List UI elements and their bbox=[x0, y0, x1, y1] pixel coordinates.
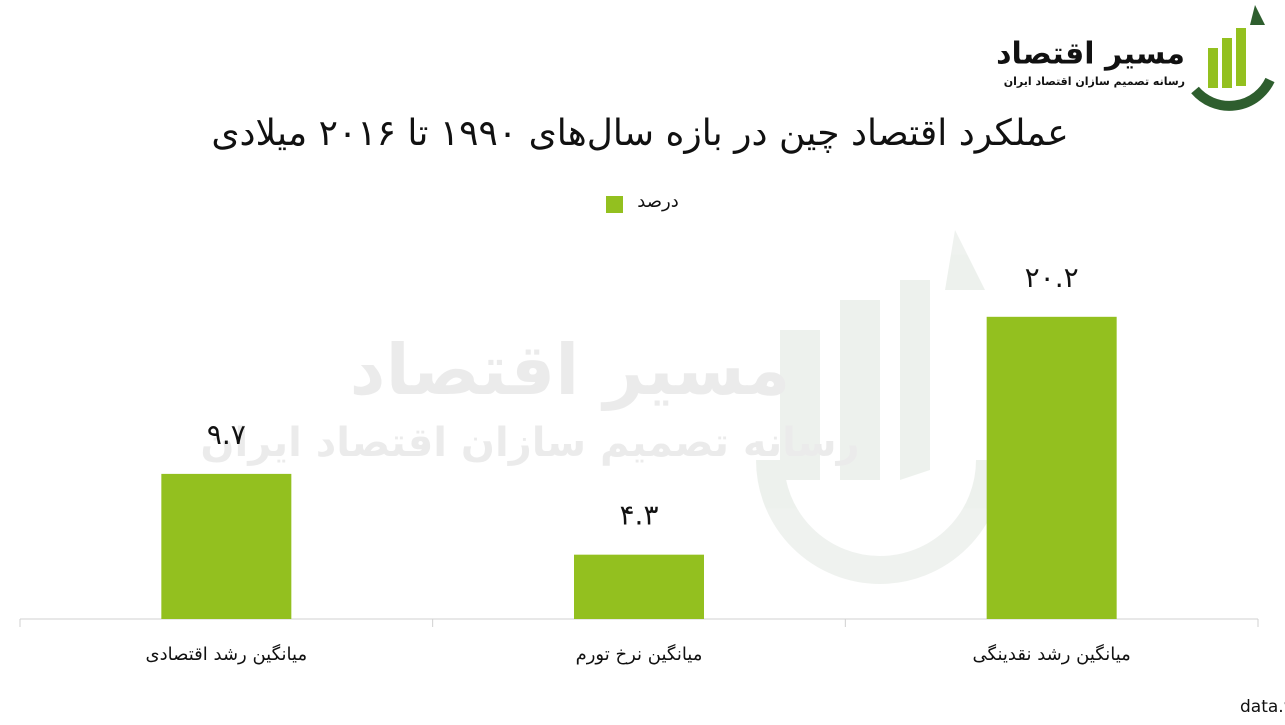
logo-arrow bbox=[1250, 5, 1265, 25]
logo-bar bbox=[1222, 38, 1232, 88]
bar bbox=[574, 554, 704, 619]
watermark: مسیر اقتصاد رسانه تصمیم سازان اقتصاد ایر… bbox=[200, 230, 1004, 584]
x-tick-label: میانگین رشد نقدینگی bbox=[973, 643, 1131, 665]
watermark-bars bbox=[780, 280, 930, 480]
watermark-tagline: رسانه تصمیم سازان اقتصاد ایران bbox=[200, 420, 859, 466]
bar bbox=[986, 316, 1117, 619]
watermark-name: مسیر اقتصاد bbox=[350, 329, 791, 411]
value-label: ۹.۷ bbox=[207, 418, 246, 451]
logo-tagline: رسانه تصمیم سازان اقتصاد ایران bbox=[1004, 75, 1185, 88]
logo-bar bbox=[1236, 28, 1246, 86]
legend-label: درصد bbox=[637, 191, 678, 212]
logo-name: مسیر اقتصاد bbox=[996, 37, 1185, 72]
x-tick-label: میانگین نرخ تورم bbox=[576, 643, 703, 665]
x-tick-label: میانگین رشد اقتصادی bbox=[146, 643, 308, 665]
value-label: ۴.۳ bbox=[620, 499, 659, 532]
logo-gear bbox=[1191, 77, 1275, 111]
bar bbox=[161, 473, 292, 619]
chart-title: عملکرد اقتصاد چین در بازه سال‌های ۱۹۹۰ ت… bbox=[211, 113, 1068, 154]
legend-swatch bbox=[606, 196, 623, 213]
watermark-gear bbox=[756, 459, 1004, 584]
logo: مسیر اقتصاد رسانه تصمیم سازان اقتصاد ایر… bbox=[996, 5, 1275, 111]
source: منبع: سایت بانک جهانی؛ data.worldbank.or… bbox=[1240, 697, 1285, 717]
watermark-arrow bbox=[945, 230, 985, 290]
value-label: ۲۰.۲ bbox=[1025, 261, 1079, 294]
logo-bar bbox=[1208, 48, 1218, 88]
